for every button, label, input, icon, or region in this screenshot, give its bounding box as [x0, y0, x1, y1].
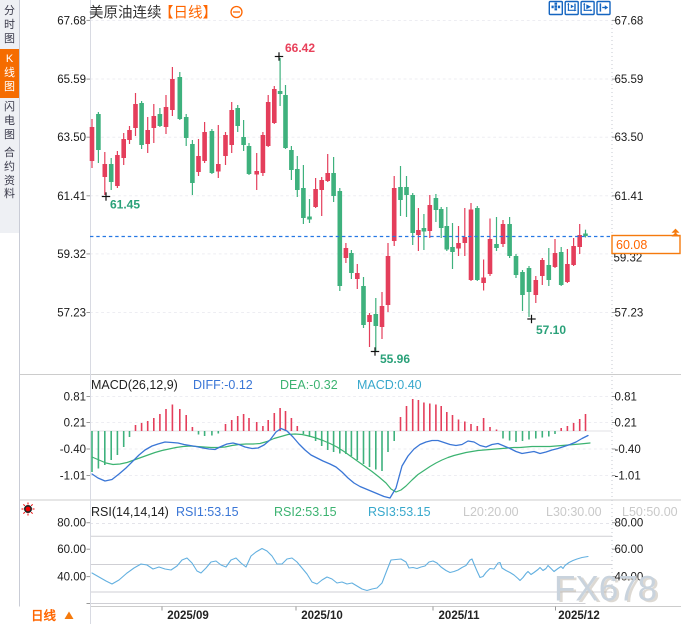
- svg-text:60.08: 60.08: [616, 238, 647, 252]
- svg-text:RSI1:53.15: RSI1:53.15: [176, 505, 239, 519]
- svg-text:80.00: 80.00: [57, 518, 86, 530]
- svg-text:美原油连续: 美原油连续: [89, 5, 162, 22]
- svg-text:-1.01: -1.01: [60, 471, 86, 483]
- svg-text:2025/10: 2025/10: [301, 610, 343, 622]
- svg-text:65.59: 65.59: [57, 74, 86, 86]
- svg-text:60.00: 60.00: [615, 544, 644, 556]
- svg-text:0.81: 0.81: [64, 392, 86, 404]
- svg-text:63.50: 63.50: [615, 132, 644, 144]
- svg-text:57.23: 57.23: [57, 308, 86, 320]
- svg-text:63.50: 63.50: [57, 132, 86, 144]
- svg-text:67.68: 67.68: [57, 15, 86, 27]
- svg-text:L30:30.00: L30:30.00: [546, 505, 602, 519]
- svg-text:0.21: 0.21: [615, 418, 637, 430]
- svg-text:61.41: 61.41: [57, 191, 86, 203]
- svg-text:FX678: FX678: [554, 570, 657, 609]
- svg-text:-0.40: -0.40: [615, 444, 641, 456]
- svg-text:66.42: 66.42: [285, 41, 315, 55]
- svg-text:0.21: 0.21: [64, 418, 86, 430]
- svg-text:RSI3:53.15: RSI3:53.15: [368, 505, 431, 519]
- svg-text:61.41: 61.41: [615, 191, 644, 203]
- svg-text:65.59: 65.59: [615, 74, 644, 86]
- svg-text:-1.01: -1.01: [615, 471, 641, 483]
- svg-text:2025/12: 2025/12: [558, 610, 600, 622]
- svg-text:L20:20.00: L20:20.00: [463, 505, 519, 519]
- svg-text:59.32: 59.32: [57, 249, 86, 261]
- svg-text:59.32: 59.32: [614, 253, 643, 265]
- svg-text:【日线】: 【日线】: [159, 5, 217, 22]
- svg-text:FX678: FX678: [557, 571, 660, 610]
- svg-text:57.23: 57.23: [615, 308, 644, 320]
- svg-text:DIFF:-0.12: DIFF:-0.12: [193, 378, 253, 392]
- svg-text:日线: 日线: [31, 608, 57, 623]
- svg-text:40.00: 40.00: [615, 572, 644, 584]
- svg-text:RSI(14,14,14): RSI(14,14,14): [91, 505, 169, 519]
- svg-text:55.96: 55.96: [380, 352, 410, 366]
- svg-text:67.68: 67.68: [615, 15, 644, 27]
- svg-text:80.00: 80.00: [615, 518, 644, 530]
- svg-text:57.10: 57.10: [536, 323, 566, 337]
- svg-text:2025/09: 2025/09: [167, 610, 209, 622]
- svg-text:MACD:0.40: MACD:0.40: [357, 378, 422, 392]
- svg-text:DEA:-0.32: DEA:-0.32: [280, 378, 338, 392]
- svg-text:RSI2:53.15: RSI2:53.15: [274, 505, 337, 519]
- svg-text:2025/11: 2025/11: [439, 610, 481, 622]
- svg-text:MACD(26,12,9): MACD(26,12,9): [91, 378, 178, 392]
- svg-text:40.00: 40.00: [57, 572, 86, 584]
- svg-text:-0.40: -0.40: [60, 444, 86, 456]
- svg-text:L50:50.00: L50:50.00: [622, 505, 678, 519]
- svg-text:0.81: 0.81: [615, 392, 637, 404]
- svg-text:60.00: 60.00: [57, 544, 86, 556]
- svg-text:61.45: 61.45: [110, 198, 140, 212]
